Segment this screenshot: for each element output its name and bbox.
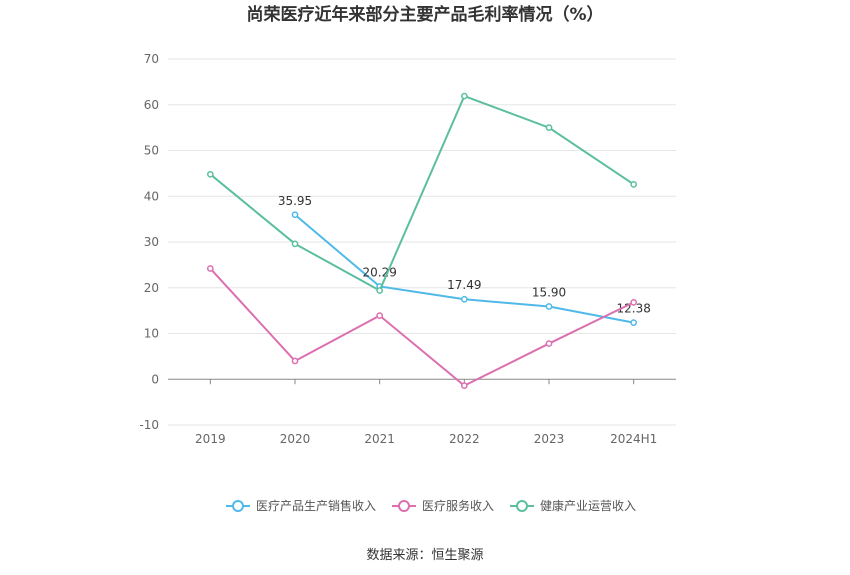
data-point <box>291 240 299 248</box>
x-tick-label: 2020 <box>280 432 311 446</box>
data-label: 35.95 <box>278 194 312 208</box>
data-point <box>460 92 468 100</box>
y-tick-label: -10 <box>139 418 159 432</box>
data-point <box>630 299 638 306</box>
data-point <box>630 319 638 326</box>
data-label: 17.49 <box>447 278 481 292</box>
series-line <box>209 95 635 292</box>
y-tick-label: 50 <box>144 144 159 158</box>
series-line <box>294 214 634 324</box>
data-point <box>460 382 468 390</box>
legend-marker-icon <box>516 500 528 512</box>
data-point <box>545 340 553 347</box>
grid <box>168 58 676 426</box>
source-note: 数据来源：恒生聚源 <box>366 548 483 563</box>
legend-label: 医疗服务收入 <box>422 498 494 513</box>
data-point <box>545 124 553 131</box>
legend-marker-icon <box>232 500 244 512</box>
legend-label: 健康产业运营收入 <box>540 498 636 513</box>
data-label: 15.90 <box>532 286 566 300</box>
data-point <box>460 295 468 303</box>
series-3 <box>206 92 638 294</box>
data-point <box>545 303 553 310</box>
data-point <box>291 357 299 365</box>
y-tick-label: 70 <box>144 52 159 66</box>
legend: 医疗产品生产销售收入 医疗服务收入 健康产业运营收入 <box>226 498 636 513</box>
legend-item[interactable]: 医疗产品生产销售收入 <box>226 498 376 513</box>
x-tick-label: 2023 <box>534 432 565 446</box>
data-label: 20.29 <box>362 265 396 279</box>
data-point <box>291 211 299 219</box>
series-2 <box>206 265 638 390</box>
y-tick-label: 20 <box>144 281 159 295</box>
y-tick-label: 60 <box>144 98 159 112</box>
data-point <box>206 170 214 178</box>
chart-title: 尚荣医疗近年来部分主要产品毛利率情况（%） <box>246 4 603 25</box>
data-label: 12.38 <box>616 302 650 316</box>
x-tick-label: 2019 <box>195 432 226 446</box>
data-point <box>206 265 214 272</box>
x-tick-label: 2024H1 <box>610 432 657 446</box>
data-point <box>630 181 638 188</box>
x-tick-label: 2021 <box>364 432 395 446</box>
legend-item[interactable]: 健康产业运营收入 <box>510 498 636 513</box>
data-point <box>376 287 384 294</box>
series-layer: 35.95 20.29 17.49 15.90 12.38 <box>206 92 651 390</box>
legend-item[interactable]: 医疗服务收入 <box>392 498 494 513</box>
data-point <box>376 312 384 320</box>
legend-label: 医疗产品生产销售收入 <box>256 498 376 513</box>
y-tick-label: 40 <box>144 189 159 203</box>
y-tick-label: 30 <box>144 235 159 249</box>
y-tick-label: 0 <box>151 372 159 386</box>
y-axis: -10 0 10 20 30 40 50 60 70 <box>139 52 159 432</box>
legend-marker-icon <box>398 500 410 512</box>
x-tick-label: 2022 <box>449 432 480 446</box>
x-axis: 2019 2020 2021 2022 2023 2024H1 <box>195 379 657 446</box>
series-1: 35.95 20.29 17.49 15.90 12.38 <box>278 194 651 326</box>
y-tick-label: 10 <box>144 327 159 341</box>
series-line <box>209 267 635 387</box>
